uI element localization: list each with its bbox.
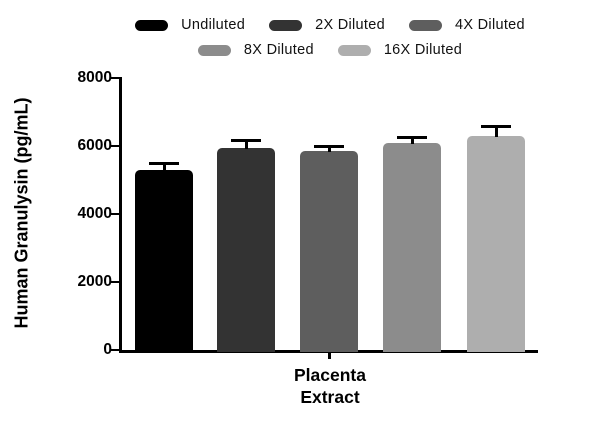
legend-swatch-icon [408,19,442,31]
error-bar-cap [314,144,344,148]
error-bar-stem [162,163,166,171]
legend-label: 16X Diluted [383,42,463,58]
legend-swatch-icon [269,19,303,31]
x-axis-title-line1: Placenta [294,365,366,385]
legend-label: 2X Diluted [315,17,385,33]
error-bar-stem [327,146,331,153]
legend-label: 8X Diluted [243,42,314,58]
bar-8x-diluted [383,142,441,352]
y-tick [111,144,121,148]
y-tick [111,212,121,216]
legend: Undiluted 2X Diluted 4X Diluted 8X Diluted 1… [70,17,590,58]
legend-label: Undiluted [181,17,246,33]
legend-item-4x-diluted: 4X Diluted [408,17,525,33]
legend-row: Undiluted 2X Diluted 4X Diluted [135,17,525,33]
legend-swatch-icon [337,44,371,56]
y-tick-label: 4000 [77,205,112,222]
legend-item-undiluted: Undiluted [135,17,245,33]
x-axis-title-line2: Extract [300,387,360,407]
y-tick-label: 0 [103,341,112,358]
bar-16x-diluted [467,135,525,352]
y-tick [111,280,121,284]
bar-2x-diluted [217,147,275,352]
legend-item-16x-diluted: 16X Diluted [337,42,463,58]
legend-swatch-icon [197,44,231,56]
y-tick [111,76,121,80]
x-axis-title: Placenta Extract [230,364,430,408]
y-tick [111,348,121,352]
legend-swatch-icon [135,19,169,31]
error-bar-stem [494,126,498,137]
y-tick-label: 6000 [77,137,112,154]
error-bar-cap [397,136,427,139]
error-bar-cap [231,138,261,142]
bar-4x-diluted [300,151,358,352]
y-tick-label: 8000 [77,69,112,86]
legend-label: 4X Diluted [454,17,525,33]
legend-item-8x-diluted: 8X Diluted [197,42,314,58]
x-tick [328,352,331,359]
error-bar-stem [410,137,414,144]
y-axis-title: Human Granulysin (pg/mL) [11,97,32,329]
bar-undiluted [135,169,193,352]
error-bar-stem [244,140,248,149]
y-tick-label: 2000 [77,273,112,290]
legend-row: 8X Diluted 16X Diluted [197,42,463,58]
error-bar-cap [149,161,179,165]
error-bar-cap [481,125,511,129]
legend-item-2x-diluted: 2X Diluted [269,17,385,33]
